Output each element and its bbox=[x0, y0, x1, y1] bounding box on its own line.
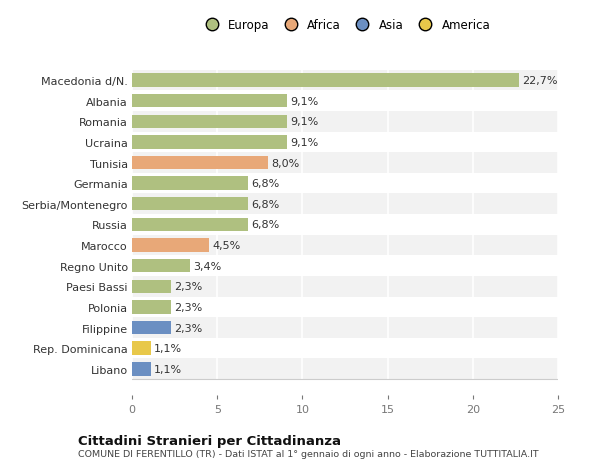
Bar bbox=[132, 91, 558, 112]
Bar bbox=[132, 198, 248, 211]
Text: 1,1%: 1,1% bbox=[154, 364, 182, 374]
Bar bbox=[132, 95, 287, 108]
Text: 9,1%: 9,1% bbox=[290, 117, 319, 127]
Bar bbox=[132, 297, 558, 318]
Text: 22,7%: 22,7% bbox=[522, 76, 558, 86]
Bar bbox=[132, 174, 558, 194]
Text: 2,3%: 2,3% bbox=[175, 282, 203, 291]
Bar bbox=[132, 276, 558, 297]
Bar bbox=[132, 74, 519, 88]
Bar bbox=[132, 153, 558, 174]
Bar bbox=[132, 194, 558, 215]
Bar bbox=[132, 157, 268, 170]
Text: 6,8%: 6,8% bbox=[251, 179, 280, 189]
Bar bbox=[132, 71, 558, 91]
Bar bbox=[132, 218, 248, 232]
Text: 6,8%: 6,8% bbox=[251, 199, 280, 209]
Bar bbox=[132, 132, 558, 153]
Bar bbox=[132, 215, 558, 235]
Bar bbox=[132, 342, 151, 355]
Text: 9,1%: 9,1% bbox=[290, 96, 319, 106]
Bar bbox=[132, 136, 287, 149]
Bar bbox=[132, 177, 248, 190]
Bar bbox=[132, 359, 558, 379]
Bar bbox=[132, 338, 558, 359]
Text: 4,5%: 4,5% bbox=[212, 241, 241, 251]
Legend: Europa, Africa, Asia, America: Europa, Africa, Asia, America bbox=[197, 17, 493, 34]
Text: 9,1%: 9,1% bbox=[290, 138, 319, 147]
Bar bbox=[132, 321, 171, 335]
Bar bbox=[132, 235, 558, 256]
Text: 8,0%: 8,0% bbox=[272, 158, 300, 168]
Bar bbox=[132, 318, 558, 338]
Bar bbox=[132, 256, 558, 276]
Text: 6,8%: 6,8% bbox=[251, 220, 280, 230]
Bar bbox=[132, 259, 190, 273]
Bar bbox=[132, 362, 151, 376]
Text: 2,3%: 2,3% bbox=[175, 302, 203, 312]
Text: 3,4%: 3,4% bbox=[193, 261, 221, 271]
Bar bbox=[132, 301, 171, 314]
Bar bbox=[132, 115, 287, 129]
Text: 2,3%: 2,3% bbox=[175, 323, 203, 333]
Text: 1,1%: 1,1% bbox=[154, 343, 182, 353]
Text: COMUNE DI FERENTILLO (TR) - Dati ISTAT al 1° gennaio di ogni anno - Elaborazione: COMUNE DI FERENTILLO (TR) - Dati ISTAT a… bbox=[78, 449, 539, 458]
Bar bbox=[132, 280, 171, 293]
Text: Cittadini Stranieri per Cittadinanza: Cittadini Stranieri per Cittadinanza bbox=[78, 434, 341, 447]
Bar bbox=[132, 112, 558, 132]
Bar bbox=[132, 239, 209, 252]
